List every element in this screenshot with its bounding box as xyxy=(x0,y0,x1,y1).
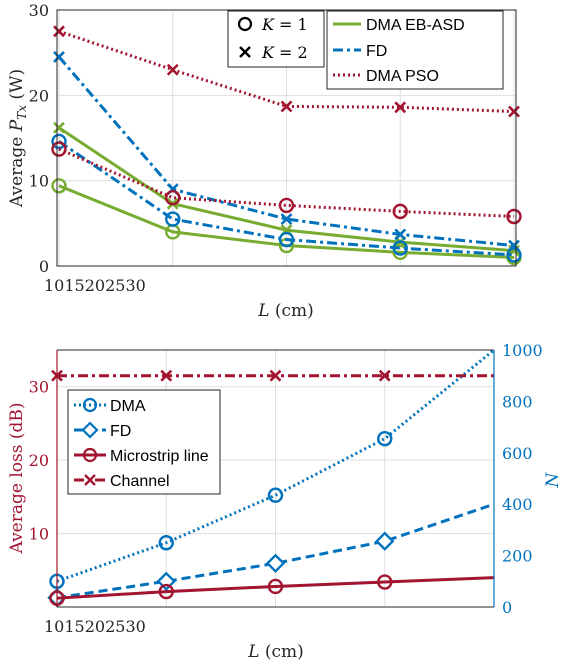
top-legend-k-box xyxy=(227,10,325,68)
top-y-tick-label: 30 xyxy=(29,1,49,20)
top-series-0-point xyxy=(51,178,67,194)
top-y-axis-label: Average PTx (W) xyxy=(7,69,29,208)
bottom-left-y-tick-label: 30 xyxy=(29,378,49,397)
top-legend-methods: DMA EB-ASD FD DMA PSO xyxy=(326,10,504,90)
bottom-right-y-tick-label: 800 xyxy=(502,392,533,411)
x-marker-icon xyxy=(239,46,251,58)
bottom-chart: 10 20 30 0 200 400 600 800 1000 1015202530 L (c… xyxy=(7,341,563,662)
top-series-2-point xyxy=(165,211,181,227)
legend-fd-label: FD xyxy=(366,43,387,60)
top-series-2-point xyxy=(392,240,408,256)
bottom-left-y-tick-label: 20 xyxy=(29,451,49,470)
top-series-5-point xyxy=(280,100,293,113)
top-series-line-3 xyxy=(57,55,515,248)
top-y-tick-labels: 0 10 20 30 xyxy=(29,1,49,276)
top-series-4-point xyxy=(506,208,522,225)
top-series-4-point xyxy=(165,190,181,206)
top-series-3-point xyxy=(394,228,407,241)
bottom-series-0-point xyxy=(377,430,393,447)
bottom-series-3-point xyxy=(269,369,282,382)
top-series-2-point xyxy=(506,247,522,263)
bottom-series-2-point xyxy=(377,574,393,590)
top-y-tick-label: 10 xyxy=(29,172,49,191)
bottom-legend: DMA FD Microstrip line Channel xyxy=(67,389,221,495)
legend-k1-label: K = 1 xyxy=(261,15,308,34)
top-x-tick-labels: 1015202530 xyxy=(44,276,146,295)
top-series-2-point xyxy=(278,231,295,248)
legend-dma-label: DMA xyxy=(110,398,146,415)
bottom-left-y-axis-label: Average loss (dB) xyxy=(7,402,27,554)
bottom-series-line-2 xyxy=(56,576,495,600)
legend-circle-marker-icon xyxy=(82,397,98,413)
legend-dma-eb-asd-label: DMA EB-ASD xyxy=(366,17,465,34)
bottom-right-y-tick-label: 400 xyxy=(502,495,533,514)
top-series-5-point xyxy=(53,25,65,38)
top-y-tick-label: 0 xyxy=(39,257,49,276)
top-series-0-point xyxy=(392,244,408,261)
top-series-line-5 xyxy=(58,29,515,114)
bottom-series-0-point xyxy=(267,487,284,503)
bottom-series-2-point xyxy=(267,578,284,595)
top-x-axis-label: L (cm) xyxy=(257,301,314,321)
top-series-3-point xyxy=(280,213,293,225)
top-series-4-point xyxy=(392,203,408,220)
bottom-right-y-tick-label: 0 xyxy=(502,598,512,617)
circle-marker-icon xyxy=(237,16,253,32)
bottom-series-2-point xyxy=(158,583,174,600)
bottom-right-y-tick-label: 200 xyxy=(502,547,533,566)
legend-circle-marker-icon-2 xyxy=(82,447,98,463)
bottom-left-y-tick-labels: 10 20 30 xyxy=(29,378,49,544)
bottom-series-0-point xyxy=(158,535,174,551)
bottom-right-y-tick-label: 1000 xyxy=(502,341,543,360)
legend-dma-pso-label: DMA PSO xyxy=(366,68,439,85)
bottom-series-3-point xyxy=(378,369,391,382)
bottom-left-y-tick-label: 10 xyxy=(29,525,49,544)
bottom-right-y-axis-label: N xyxy=(543,471,563,488)
legend-k2-label: K = 2 xyxy=(261,43,308,62)
top-series-3-point xyxy=(508,239,520,252)
legend-x-marker-icon xyxy=(84,474,96,486)
top-chart: 0 10 20 30 1015202530 L (cm) Average PTx (W… xyxy=(7,1,522,321)
bottom-x-axis-label: L (cm) xyxy=(247,642,304,662)
legend-channel-label: Channel xyxy=(110,473,170,490)
bottom-right-y-tick-labels: 0 200 400 600 800 1000 xyxy=(502,341,543,617)
top-series-1-point xyxy=(53,121,65,134)
top-series-line-2 xyxy=(58,140,515,257)
top-series-group xyxy=(51,25,522,266)
top-y-tick-label: 20 xyxy=(29,86,49,105)
bottom-series-line-1 xyxy=(56,502,495,600)
top-series-2-point xyxy=(51,133,67,150)
top-series-4-point xyxy=(278,197,295,214)
bottom-x-tick-labels: 1015202530 xyxy=(44,617,146,636)
top-series-5-point xyxy=(166,63,179,76)
bottom-series-3-point xyxy=(160,369,173,382)
bottom-right-y-tick-label: 600 xyxy=(502,444,533,463)
top-series-3-point xyxy=(53,51,65,63)
legend-fd2-label: FD xyxy=(110,423,131,440)
top-legend-k: K = 1 K = 2 xyxy=(227,10,325,68)
legend-microstrip-label: Microstrip line xyxy=(110,448,209,465)
bottom-series-1-point xyxy=(375,531,395,551)
top-series-5-point xyxy=(508,105,520,118)
bottom-series-1-point xyxy=(265,553,286,574)
bottom-series-group xyxy=(47,348,495,608)
legend-diamond-marker-icon xyxy=(81,421,99,439)
top-series-5-point xyxy=(394,101,407,114)
top-series-4-point xyxy=(51,141,67,157)
top-plot-frame xyxy=(56,9,517,267)
